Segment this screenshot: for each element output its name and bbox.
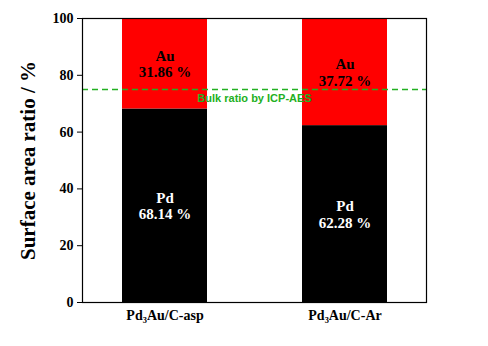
svg-text:Pd62.28 %: Pd62.28 % xyxy=(319,198,372,231)
svg-text:Bulk ratio by ICP-AES: Bulk ratio by ICP-AES xyxy=(197,92,311,104)
svg-text:Pd₃Au/C-asp: Pd₃Au/C-asp xyxy=(126,308,204,323)
svg-text:Au37.72 %: Au37.72 % xyxy=(319,56,372,89)
svg-text:60: 60 xyxy=(60,125,74,140)
svg-text:20: 20 xyxy=(60,238,74,253)
svg-text:0: 0 xyxy=(67,295,74,310)
svg-text:80: 80 xyxy=(60,68,74,83)
svg-text:Au31.86 %: Au31.86 % xyxy=(139,48,192,80)
svg-text:100: 100 xyxy=(53,11,74,26)
svg-text:Surface area ratio / %: Surface area ratio / % xyxy=(16,61,40,260)
svg-text:40: 40 xyxy=(60,181,74,196)
svg-text:Pd₃Au/C-Ar: Pd₃Au/C-Ar xyxy=(308,308,381,323)
svg-text:Pd68.14 %: Pd68.14 % xyxy=(139,190,192,223)
